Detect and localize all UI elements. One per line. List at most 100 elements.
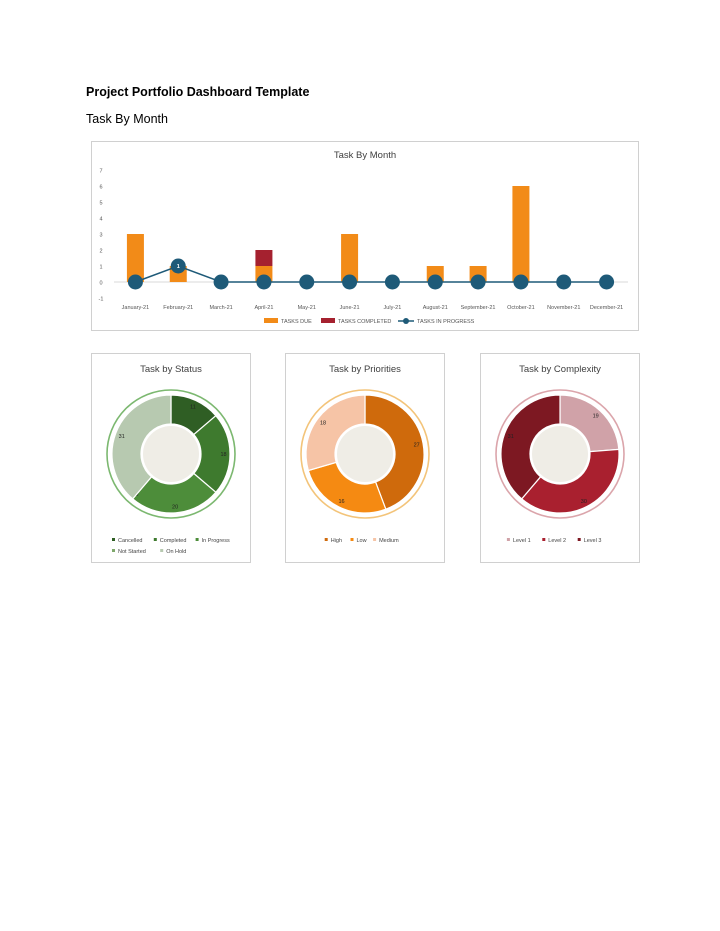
legend-label: Level 3 [584, 538, 602, 544]
slice-data-label: 0 [135, 492, 138, 498]
y-tick-label: 0 [99, 281, 102, 287]
task-by-status-svg: Task by Status 11 18 20 0 31 Cancelled Complete… [106, 364, 236, 555]
task-by-month-chart: Task By Month -1 0 1 2 3 4 5 6 7 1 January-21 Februa… [91, 141, 639, 331]
slice-data-label: 30 [581, 499, 587, 505]
outer-ring [495, 389, 625, 519]
point-tasks-in-progress [384, 274, 400, 290]
legend-label: High [331, 538, 342, 544]
donut-slice [520, 448, 620, 514]
x-tick-label: July-21 [384, 305, 402, 311]
legend-marker-tasks-in-progress [403, 318, 409, 324]
outer-ring [106, 389, 236, 519]
legend-label-tasks-due: TASKS DUE [281, 319, 312, 325]
x-tick-label: September-21 [461, 305, 496, 311]
task-by-complexity-chart: Task by Complexity 19 30 31 Level 1 Level 2 Le… [480, 353, 640, 563]
document-title: Project Portfolio Dashboard Template [86, 85, 310, 99]
x-tick-label: February-21 [163, 305, 193, 311]
task-by-month-svg: Task By Month -1 0 1 2 3 4 5 6 7 1 January-21 Februa… [99, 150, 628, 325]
donut-slice [500, 394, 561, 500]
legend-label: Level 2 [548, 538, 566, 544]
slice-data-label: 18 [320, 420, 326, 426]
donut-slice [111, 394, 172, 500]
chart-title: Task By Month [334, 150, 396, 161]
legend-swatch [373, 538, 377, 541]
legend-swatch-tasks-due [264, 318, 278, 323]
legend-swatch [350, 538, 354, 541]
slice-data-label: 31 [119, 434, 125, 440]
task-by-priorities-chart: Task by Priorities 27 16 18 High Low Medium [285, 353, 445, 563]
y-tick-label: 2 [99, 249, 102, 255]
chart-title: Task by Status [140, 364, 202, 375]
legend-label: Level 1 [513, 538, 531, 544]
y-tick-label: 4 [99, 217, 102, 223]
outer-ring [300, 389, 430, 519]
legend-label: Not Started [118, 549, 146, 555]
donut-center [337, 426, 393, 482]
line-tasks-in-progress [135, 265, 607, 283]
y-tick-label: 7 [99, 169, 102, 175]
x-tick-label: January-21 [122, 305, 150, 311]
bar-tasks-due [341, 234, 359, 282]
point-tasks-in-progress [556, 274, 572, 290]
legend-swatch [542, 538, 546, 541]
x-tick-label: December-21 [590, 305, 623, 311]
x-tick-label: November-21 [547, 305, 580, 311]
slice-data-label: 19 [593, 413, 599, 419]
slice-data-label: 31 [508, 434, 514, 440]
slice-data-label: 16 [338, 499, 344, 505]
legend-label: In Progress [202, 538, 230, 544]
task-by-priorities-svg: Task by Priorities 27 16 18 High Low Medium [300, 364, 430, 544]
point-tasks-in-progress [213, 274, 229, 290]
legend-swatch [153, 538, 157, 541]
x-tick-label: May-21 [298, 305, 316, 311]
legend-swatch [195, 538, 199, 541]
x-tick-label: August-21 [423, 305, 448, 311]
point-tasks-in-progress [342, 274, 358, 290]
bar-tasks-due [126, 234, 144, 282]
slice-data-label: 20 [172, 504, 178, 510]
y-tick-label: 1 [99, 265, 102, 271]
donut-slice [305, 394, 366, 472]
x-tick-label: October-21 [507, 305, 535, 311]
point-tasks-in-progress [127, 274, 143, 290]
legend-swatch-tasks-completed [321, 318, 335, 323]
y-tick-label: 3 [99, 233, 102, 239]
section-heading: Task By Month [86, 112, 168, 126]
legend-label: Cancelled [118, 538, 142, 544]
slice-data-label: 18 [220, 452, 226, 458]
y-tick-label: 6 [99, 185, 102, 191]
task-by-complexity-svg: Task by Complexity 19 30 31 Level 1 Level 2 Le… [495, 364, 625, 544]
legend-label: On Hold [166, 549, 186, 555]
point-tasks-in-progress [470, 274, 486, 290]
x-tick-label: March-21 [209, 305, 232, 311]
bar-tasks-due [512, 186, 530, 282]
x-tick-label: April-21 [254, 305, 273, 311]
slice-data-label: 11 [190, 404, 196, 410]
y-tick-label: 5 [99, 201, 102, 207]
donut-center [143, 426, 199, 482]
task-by-status-chart: Task by Status 11 18 20 0 31 Cancelled Complete… [91, 353, 251, 563]
legend-swatch [324, 538, 328, 541]
x-tick-label: June-21 [340, 305, 360, 311]
point-tasks-in-progress [599, 274, 615, 290]
chart-title: Task by Complexity [519, 364, 601, 375]
legend-label-tasks-completed: TASKS COMPLETED [338, 319, 391, 325]
chart-title: Task by Priorities [329, 364, 401, 375]
legend-label: Low [357, 538, 367, 544]
point-tasks-in-progress [427, 274, 443, 290]
legend-swatch [506, 538, 510, 541]
bar-tasks-completed [255, 250, 273, 266]
point-tasks-in-progress [299, 274, 315, 290]
donut-slice [364, 394, 425, 510]
slice-data-label: 27 [414, 443, 420, 449]
point-tasks-in-progress [513, 274, 529, 290]
legend-swatch [160, 549, 164, 552]
legend-label: Completed [160, 538, 187, 544]
legend-swatch [577, 538, 581, 541]
legend-label: Medium [379, 538, 399, 544]
legend-swatch [112, 538, 115, 541]
y-tick-label: -1 [99, 297, 104, 303]
legend-label-tasks-in-progress: TASKS IN PROGRESS [417, 319, 475, 325]
point-tasks-in-progress [170, 258, 186, 274]
donut-slice [307, 461, 387, 514]
